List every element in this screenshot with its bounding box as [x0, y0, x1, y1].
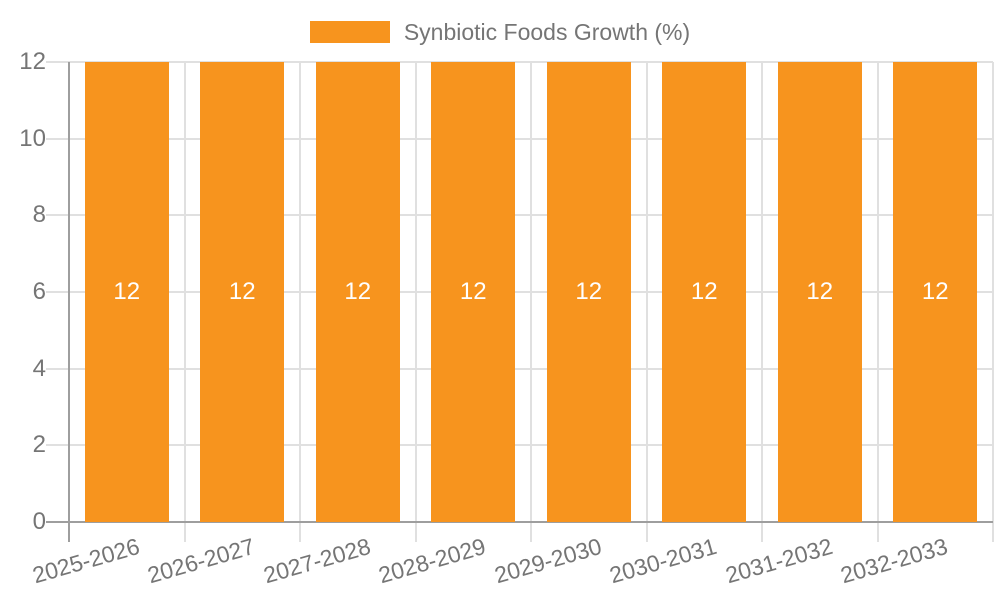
y-tick-label: 0 — [32, 508, 46, 535]
gridline-vertical — [876, 62, 879, 542]
bar-2031-2032[interactable]: 12 — [777, 62, 862, 522]
gridline-horizontal — [46, 367, 993, 370]
legend-label: Synbiotic Foods Growth (%) — [403, 19, 691, 45]
bar-2028-2029[interactable]: 12 — [431, 62, 516, 522]
gridline-vertical — [414, 62, 417, 542]
bar-value-label: 12 — [921, 278, 949, 305]
gridline-vertical — [761, 62, 763, 542]
bar-value-label: 12 — [113, 278, 141, 305]
bar-2032-2033[interactable]: 12 — [893, 62, 978, 522]
bar-2026-2027[interactable]: 12 — [200, 62, 285, 522]
y-axis-line — [68, 62, 70, 542]
gridline-horizontal — [46, 214, 993, 217]
bar-value-label: 12 — [228, 278, 256, 305]
gridline-horizontal — [46, 444, 993, 447]
y-tick-label: 12 — [19, 48, 46, 75]
gridline-horizontal — [46, 137, 993, 140]
y-tick-label: 2 — [32, 431, 46, 459]
bar-value-label: 12 — [690, 278, 718, 305]
bar-2030-2031[interactable]: 12 — [662, 62, 747, 522]
gridline-horizontal — [46, 61, 993, 63]
plot-area: 12 2025-2026 12 2026-2027 12 2027-2028 12 2028-… — [29, 61, 994, 588]
gridline-horizontal — [46, 291, 993, 293]
gridline-vertical — [183, 62, 186, 542]
bar-value-label: 12 — [344, 278, 372, 305]
y-tick-label: 4 — [32, 354, 46, 382]
bar-value-label: 12 — [806, 278, 834, 305]
gridline-vertical — [530, 62, 532, 542]
y-tick-label: 8 — [32, 201, 46, 229]
bar-value-label: 12 — [575, 278, 603, 305]
legend-swatch — [309, 21, 390, 43]
gridline-vertical — [299, 62, 301, 542]
bar-2025-2026[interactable]: 12 — [84, 62, 169, 522]
gridline-vertical — [992, 62, 994, 542]
y-tick-label: 6 — [32, 278, 46, 305]
y-tick-label: 10 — [19, 124, 46, 152]
gridline-vertical — [645, 62, 648, 542]
x-axis-line — [46, 521, 993, 523]
legend[interactable]: Synbiotic Foods Growth (%) — [0, 20, 1000, 44]
bar-2029-2030[interactable]: 12 — [546, 62, 631, 522]
bar-value-label: 12 — [459, 278, 487, 305]
bar-2027-2028[interactable]: 12 — [315, 62, 400, 522]
